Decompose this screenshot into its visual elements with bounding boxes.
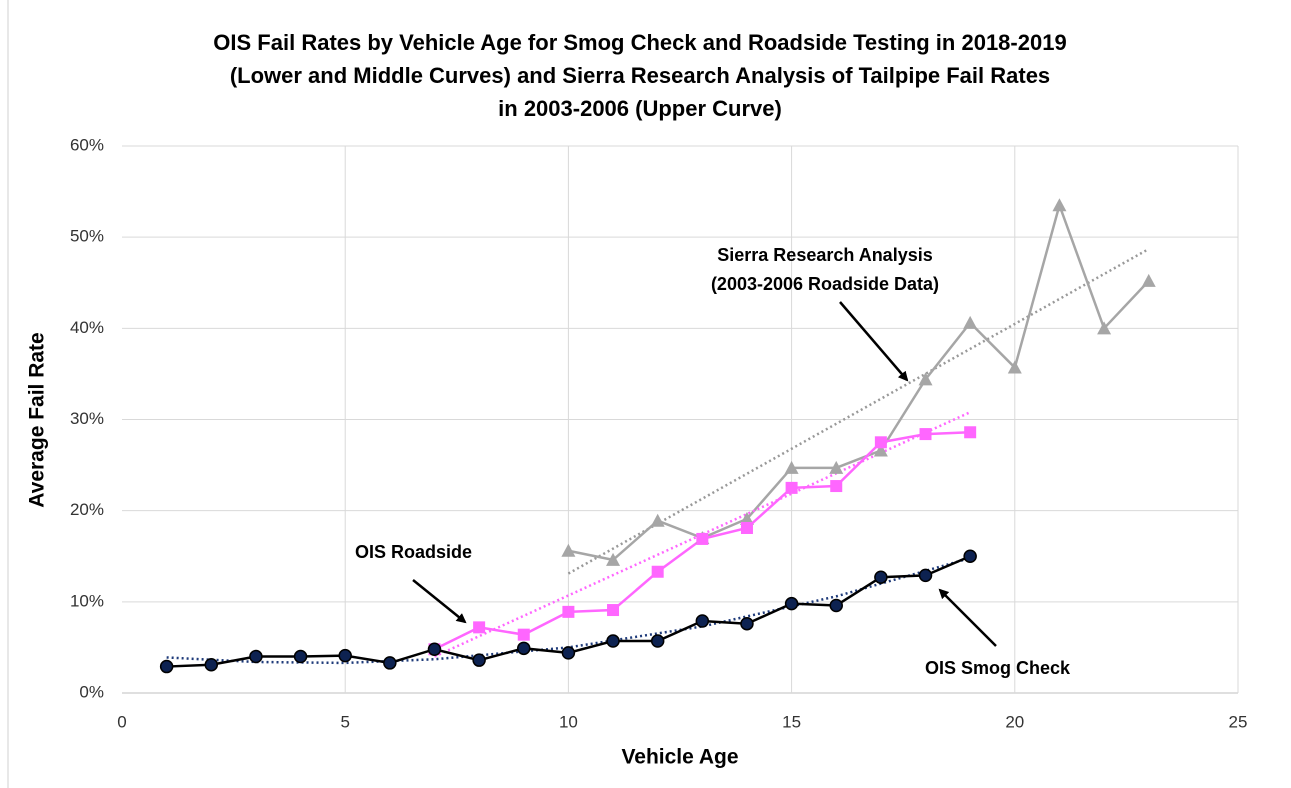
marker: [383, 656, 397, 670]
marker: [427, 642, 442, 656]
marker: [963, 549, 977, 563]
y-tick-label: 10%: [70, 591, 104, 610]
marker: [293, 649, 308, 664]
marker: [873, 443, 888, 457]
marker: [963, 315, 978, 329]
chart-title: (Lower and Middle Curves) and Sierra Res…: [230, 63, 1050, 88]
marker: [561, 543, 576, 557]
marker: [651, 565, 664, 578]
trendline: [567, 247, 1150, 575]
marker: [918, 372, 933, 386]
marker: [650, 513, 665, 527]
marker: [739, 511, 754, 525]
y-tick-label: 0%: [79, 682, 104, 701]
y-tick-label: 60%: [70, 135, 104, 154]
marker: [561, 646, 576, 660]
marker: [606, 634, 620, 648]
marker: [1141, 273, 1156, 287]
marker: [785, 481, 798, 494]
chart-title: in 2003-2006 (Upper Curve): [498, 96, 782, 121]
marker: [874, 436, 887, 449]
arrow: [412, 579, 467, 624]
marker: [829, 460, 844, 474]
x-tick-label: 10: [559, 712, 578, 731]
marker: [740, 521, 753, 534]
marker: [830, 480, 843, 493]
x-tick-label: 5: [340, 712, 349, 731]
marker: [159, 659, 174, 674]
x-tick-label: 0: [117, 712, 126, 731]
x-axis-label: Vehicle Age: [621, 746, 738, 769]
marker: [784, 596, 799, 611]
marker: [784, 460, 799, 474]
annotation: Sierra Research Analysis: [717, 245, 932, 265]
y-tick-label: 30%: [70, 409, 104, 428]
y-axis-label: Average Fail Rate: [26, 332, 49, 507]
marker: [338, 648, 352, 663]
marker: [473, 621, 486, 634]
marker: [1097, 321, 1112, 335]
y-tick-label: 50%: [70, 227, 104, 246]
marker: [607, 604, 620, 617]
marker: [695, 614, 710, 628]
marker: [918, 568, 933, 583]
arrow: [938, 588, 997, 647]
annotation: OIS Smog Check: [925, 658, 1071, 678]
marker: [740, 616, 754, 631]
marker: [650, 634, 665, 648]
marker: [874, 570, 888, 584]
marker: [606, 552, 621, 566]
y-tick-label: 40%: [70, 318, 104, 337]
marker: [829, 598, 843, 613]
marker: [472, 653, 486, 667]
chart-title: OIS Fail Rates by Vehicle Age for Smog C…: [213, 30, 1066, 55]
annotation: (2003-2006 Roadside Data): [711, 274, 939, 294]
marker: [562, 605, 575, 618]
marker: [1052, 198, 1067, 212]
marker: [249, 649, 263, 664]
marker: [964, 426, 977, 439]
series-line: [568, 201, 1150, 562]
marker: [204, 657, 219, 672]
x-tick-label: 20: [1005, 712, 1024, 731]
marker: [1007, 360, 1022, 374]
y-tick-label: 20%: [70, 500, 104, 519]
marker: [517, 628, 530, 641]
annotation: OIS Roadside: [355, 542, 472, 562]
marker: [919, 428, 932, 441]
x-tick-label: 15: [782, 712, 801, 731]
plot-area: OIS Fail Rates by Vehicle Age for Smog C…: [26, 30, 1248, 769]
marker: [696, 532, 709, 545]
arrow: [839, 301, 909, 382]
x-tick-label: 25: [1229, 712, 1248, 731]
marker: [517, 641, 531, 656]
